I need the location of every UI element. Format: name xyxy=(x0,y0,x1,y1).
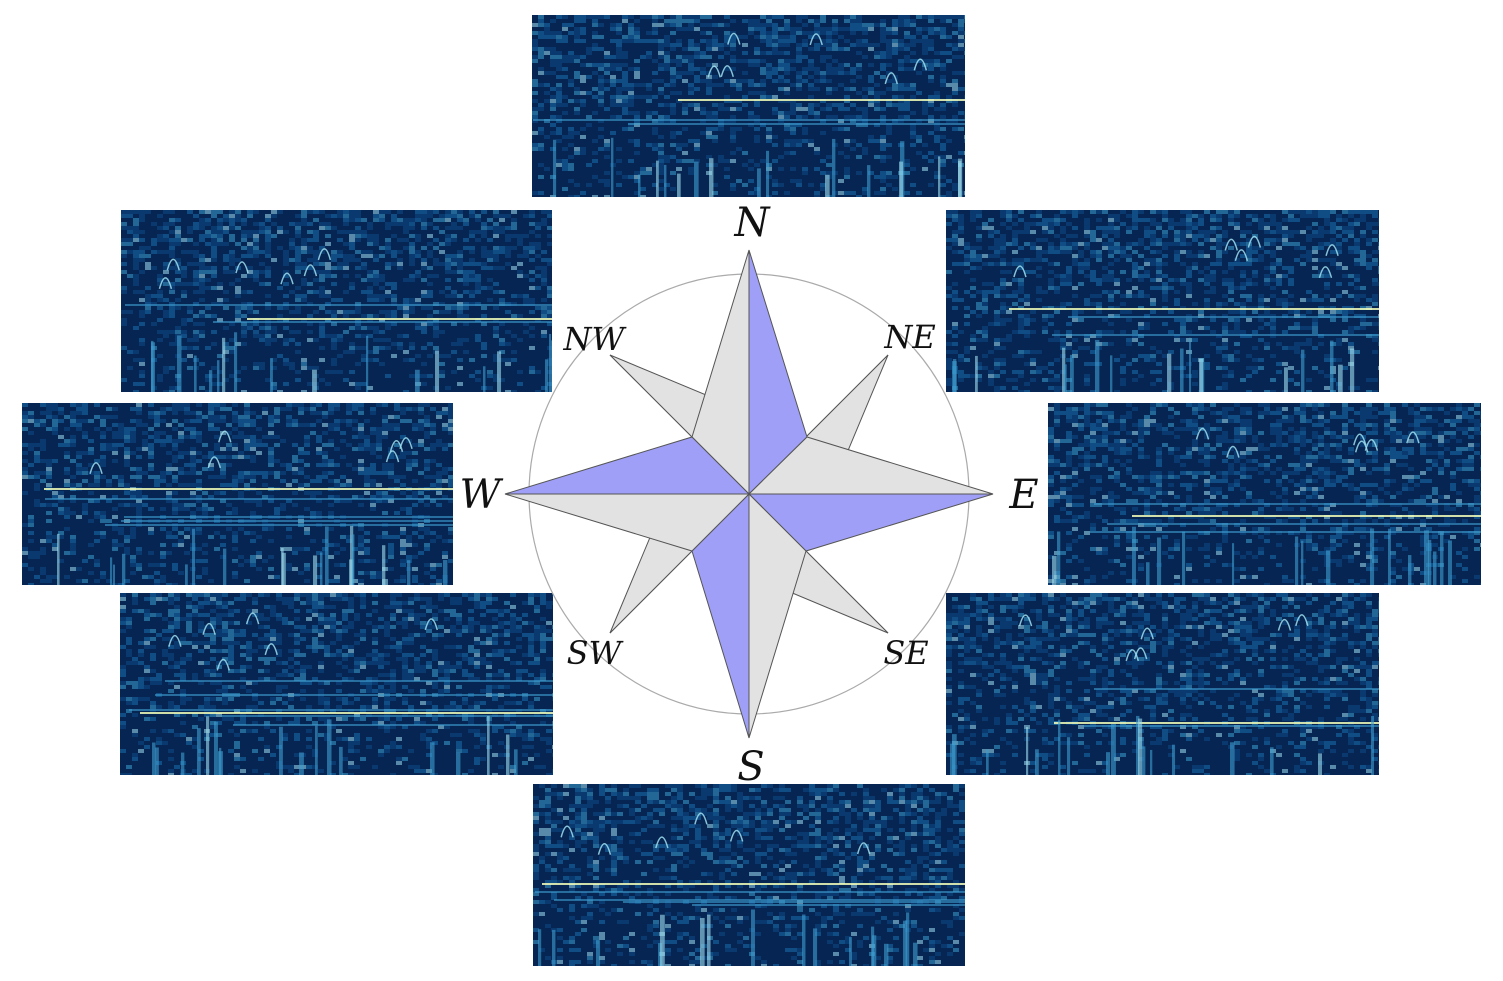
spectrogram-north xyxy=(532,15,965,197)
spectrogram-east xyxy=(1048,403,1481,585)
spectrogram-south xyxy=(533,784,965,966)
spectrogram-image xyxy=(1048,403,1481,585)
spectrogram-image xyxy=(533,784,965,966)
label-north: N xyxy=(734,200,772,246)
label-southeast: SE xyxy=(883,634,928,672)
compass-point-n xyxy=(691,249,808,496)
label-northwest: NW xyxy=(563,320,628,358)
spectrogram-image xyxy=(946,210,1379,392)
compass-rose: N S E W NE NW SE SW xyxy=(459,200,1038,790)
spectrogram-west xyxy=(22,403,453,585)
compass-point-s xyxy=(691,492,807,739)
label-west: W xyxy=(459,472,503,518)
label-southwest: SW xyxy=(567,634,625,672)
spectrogram-image xyxy=(946,593,1379,775)
spectrogram-northwest xyxy=(121,210,552,392)
compass-point-e xyxy=(747,436,994,552)
label-northeast: NE xyxy=(883,318,935,356)
spectrogram-southeast xyxy=(946,593,1379,775)
spectrogram-image xyxy=(120,593,553,775)
compass-point-w xyxy=(504,436,751,552)
spectrogram-image xyxy=(22,403,453,585)
label-south: S xyxy=(737,744,764,790)
spectrogram-image xyxy=(121,210,552,392)
label-east: E xyxy=(1008,472,1038,518)
spectrogram-image xyxy=(532,15,965,197)
spectrogram-northeast xyxy=(946,210,1379,392)
spectrogram-southwest xyxy=(120,593,553,775)
